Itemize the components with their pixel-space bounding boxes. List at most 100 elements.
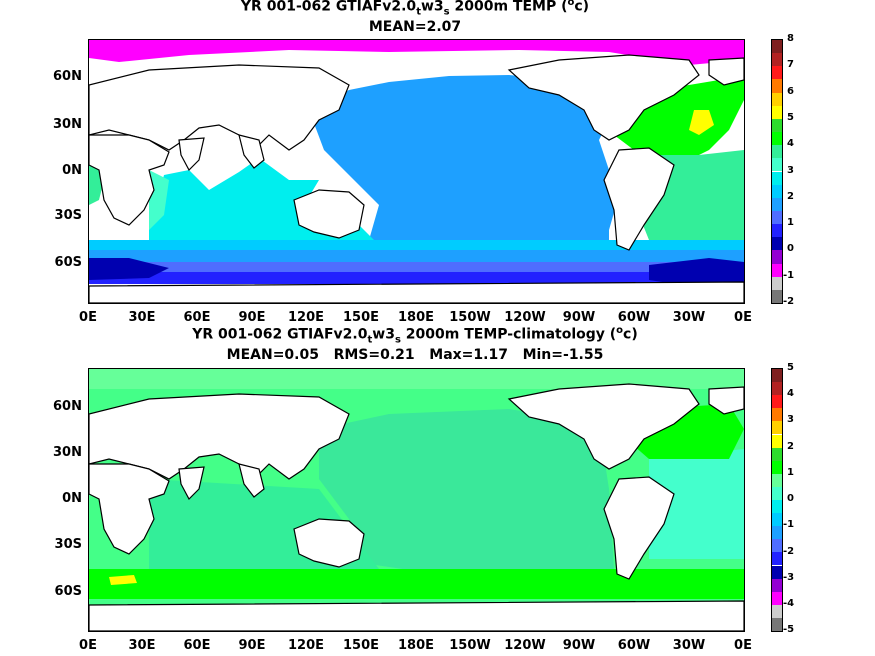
colorbar-swatch [772,184,782,198]
colorbar-swatch [772,460,782,474]
lat-label: 60S [54,584,82,599]
lat-label: 30S [54,208,82,223]
lon-label: 150E [342,310,380,325]
bottom-map-stats: MEAN=0.05 RMS=0.21 Max=1.17 Min=-1.55 [226,347,604,363]
lon-label: 150W [449,638,491,653]
colorbar-swatch [772,421,782,435]
colorbar-swatch [772,171,782,185]
bottom-colorbar [771,368,783,632]
colorbar-swatch [772,617,782,631]
colorbar-swatch [772,369,782,383]
colorbar-swatch [772,578,782,592]
lon-label: 30E [128,638,156,653]
colorbar-swatch [772,237,782,251]
colorbar-label: 0 [787,493,794,504]
lon-label: 150W [449,310,491,325]
lon-label: 0E [79,310,97,325]
colorbar-label: 2 [787,191,794,202]
colorbar-swatch [772,132,782,146]
colorbar-label: -5 [783,624,795,635]
lat-label: 30N [53,117,82,132]
lat-label: 0N [62,163,82,178]
colorbar-swatch [772,276,782,290]
colorbar-swatch [772,210,782,225]
colorbar-swatch [772,197,782,211]
colorbar-swatch [772,53,782,67]
lon-label: 90E [238,310,266,325]
lon-label: 120W [504,310,546,325]
colorbar-swatch [772,526,782,540]
colorbar-label: 1 [787,217,794,228]
colorbar-label: 4 [787,138,794,149]
lat-label: 30N [53,445,82,460]
colorbar-swatch [772,486,782,500]
lon-label: 30W [672,638,706,653]
colorbar-label: 5 [787,112,794,123]
lon-label: 180E [397,310,435,325]
lat-label: 30S [54,537,82,552]
top-map-title: YR 001-062 GTIAFv2.0tw3s 2000m TEMP (oc) [240,0,590,18]
lon-label: 120E [287,310,325,325]
lon-label: 120W [504,638,546,653]
colorbar-swatch [772,434,782,448]
colorbar-label: -1 [783,270,795,281]
lon-label: 90E [238,638,266,653]
lon-label: 0E [79,638,97,653]
colorbar-swatch [772,604,782,618]
colorbar-swatch [772,263,782,277]
bottom-map-title: YR 001-062 GTIAFv2.0tw3s 2000m TEMP-clim… [192,325,638,346]
colorbar-swatch [772,382,782,396]
lat-label: 0N [62,491,82,506]
lat-label: 60S [54,255,82,270]
colorbar-label: 5 [787,362,794,373]
colorbar-swatch [772,408,782,422]
lon-label: 60E [183,310,211,325]
colorbar-label: 2 [787,441,794,452]
lon-label: 0E [734,310,752,325]
colorbar-swatch [772,552,782,566]
lon-label: 120E [287,638,325,653]
lon-label: 60W [617,310,651,325]
colorbar-swatch [772,289,782,303]
colorbar-label: -1 [783,519,795,530]
colorbar-label: 3 [787,165,794,176]
colorbar-swatch [772,118,782,133]
lat-label: 60N [53,399,82,414]
lon-label: 30W [672,310,706,325]
lon-label: 60W [617,638,651,653]
lon-label: 30E [128,310,156,325]
colorbar-swatch [772,513,782,527]
colorbar-swatch [772,66,782,80]
top-colorbar [771,39,783,304]
colorbar-label: -2 [783,296,795,307]
colorbar-swatch [772,158,782,172]
top-map [88,39,745,304]
lon-label: 0E [734,638,752,653]
colorbar-swatch [772,565,782,579]
bottom-map [88,368,745,632]
colorbar-label: 0 [787,243,794,254]
colorbar-label: -4 [783,598,795,609]
colorbar-label: 7 [787,59,794,70]
colorbar-swatch [772,250,782,264]
colorbar-label: 4 [787,388,794,399]
colorbar-swatch [772,105,782,119]
lon-label: 150E [342,638,380,653]
colorbar-label: 8 [787,33,794,44]
lon-label: 180E [397,638,435,653]
colorbar-label: 6 [787,86,794,97]
colorbar-swatch [772,79,782,93]
colorbar-label: 3 [787,414,794,425]
colorbar-swatch [772,500,782,514]
colorbar-swatch [772,447,782,461]
lat-label: 60N [53,69,82,84]
lon-label: 90W [562,310,596,325]
colorbar-label: -3 [783,572,795,583]
colorbar-label: -2 [783,546,795,557]
colorbar-swatch [772,92,782,106]
top-map-stats: MEAN=2.07 [368,19,462,35]
colorbar-label: 1 [787,467,794,478]
lon-label: 60E [183,638,211,653]
colorbar-swatch [772,473,782,487]
colorbar-swatch [772,539,782,553]
